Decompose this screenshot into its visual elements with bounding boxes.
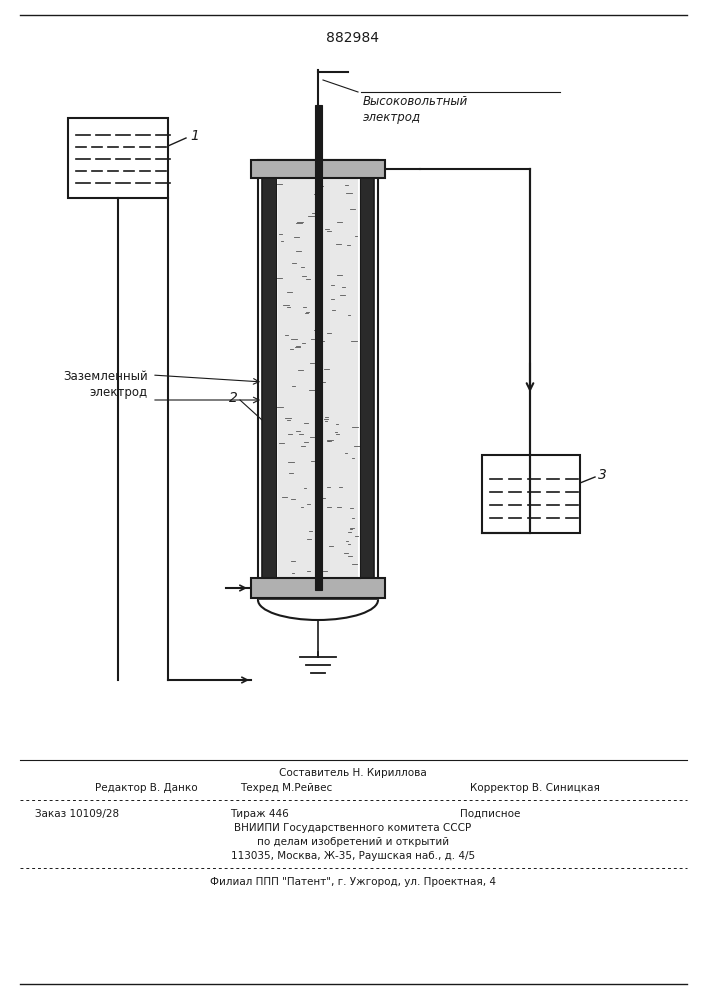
Text: Редактор В. Данко: Редактор В. Данко: [95, 783, 198, 793]
Text: 2: 2: [229, 391, 238, 405]
Text: 1: 1: [190, 129, 199, 143]
Text: Корректор В. Синицкая: Корректор В. Синицкая: [470, 783, 600, 793]
Text: Техред М.Рейвес: Техред М.Рейвес: [240, 783, 332, 793]
Text: Подписное: Подписное: [460, 809, 520, 819]
Text: 3: 3: [598, 468, 607, 482]
Bar: [315, 105, 322, 590]
Bar: [258, 160, 378, 600]
Bar: [360, 178, 374, 578]
Bar: [251, 578, 385, 598]
Text: 882984: 882984: [327, 31, 380, 45]
Text: 113035, Москва, Ж-35, Раушская наб., д. 4/5: 113035, Москва, Ж-35, Раушская наб., д. …: [231, 851, 475, 861]
Bar: [251, 160, 385, 178]
Text: Филиал ППП "Патент", г. Ужгород, ул. Проектная, 4: Филиал ППП "Патент", г. Ужгород, ул. Про…: [210, 877, 496, 887]
Bar: [278, 178, 358, 578]
Text: по делам изобретений и открытий: по делам изобретений и открытий: [257, 837, 449, 847]
Text: Составитель Н. Кириллова: Составитель Н. Кириллова: [279, 768, 427, 778]
Text: Тираж 446: Тираж 446: [230, 809, 288, 819]
Text: Заказ 10109/28: Заказ 10109/28: [35, 809, 119, 819]
Text: ВНИИПИ Государственного комитета СССР: ВНИИПИ Государственного комитета СССР: [235, 823, 472, 833]
Text: Высоковольтный
электрод: Высоковольтный электрод: [363, 95, 468, 124]
Bar: [68, 118, 168, 198]
Bar: [482, 455, 580, 533]
Text: Заземленный
электрод: Заземленный электрод: [63, 370, 148, 399]
Bar: [262, 178, 276, 578]
